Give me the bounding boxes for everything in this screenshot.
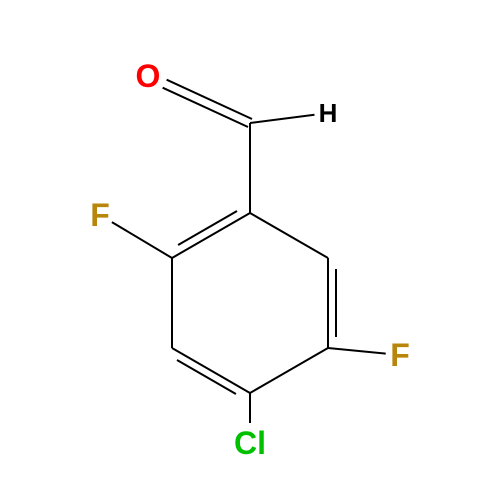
bond <box>250 213 328 258</box>
bond <box>177 360 236 394</box>
atom-f1: F <box>90 199 110 231</box>
atom-h: H <box>319 100 338 126</box>
bond <box>172 348 250 393</box>
atom-cl: Cl <box>234 427 266 459</box>
bond <box>177 211 236 245</box>
bond <box>172 213 250 258</box>
bond <box>250 115 314 123</box>
molecule-canvas: O F F Cl H <box>0 0 500 500</box>
bond <box>328 348 386 354</box>
bond <box>112 222 172 258</box>
bond <box>250 348 328 393</box>
atom-o: O <box>136 60 161 92</box>
atom-f2: F <box>390 339 410 371</box>
bond <box>166 80 252 119</box>
bond <box>163 87 249 126</box>
